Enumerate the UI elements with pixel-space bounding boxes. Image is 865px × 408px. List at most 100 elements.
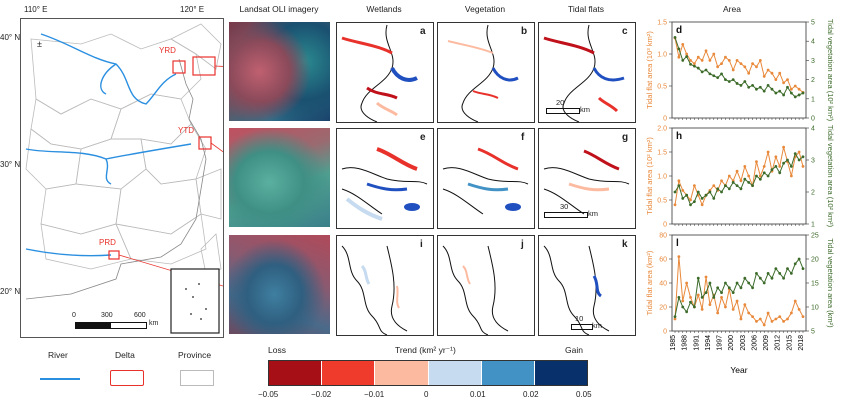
scalebar-k-value: 10 [575, 314, 584, 323]
ytick-right-label-d-4: 4 [811, 39, 815, 46]
imagery-yrd [229, 22, 330, 121]
xtick-label-l-0: 1985 [670, 335, 677, 351]
xtick-label-l-11: 2018 [798, 335, 805, 351]
ytick-right-label-d-0: 0 [811, 116, 815, 123]
point-l-1-0 [673, 315, 677, 318]
point-h-0-13 [724, 184, 727, 188]
point-h-0-4 [689, 198, 692, 202]
ytick-right-label-h-2: 3 [811, 158, 815, 165]
ylabel-right-h: Tidal vegetation area (10² km²) [826, 125, 835, 228]
header-tidal: Tidal flats [567, 4, 605, 14]
point-d-1-30 [789, 91, 793, 95]
point-l-1-24 [766, 272, 770, 275]
xtick-label-l-6: 2003 [740, 335, 747, 351]
point-h-1-15 [731, 181, 735, 184]
colorbar-swatch-1 [322, 361, 376, 385]
series-line-h-1 [674, 152, 804, 206]
point-l-0-24 [766, 311, 770, 315]
point-l-0-26 [774, 317, 778, 321]
xtick-label-l-2: 1991 [693, 335, 700, 351]
point-h-0-27 [778, 165, 782, 168]
colorbar-tick-4: 0.01 [470, 390, 486, 399]
point-h-0-5 [692, 184, 696, 188]
point-l-0-19 [747, 311, 751, 315]
imagery-ytd [229, 128, 330, 227]
point-h-1-7 [700, 197, 704, 200]
panel-j [437, 235, 535, 336]
panel-letter-a: a [420, 26, 426, 37]
ytick-right-label-l-3: 20 [811, 257, 819, 264]
point-d-1-23 [762, 89, 766, 93]
point-l-1-2 [681, 305, 685, 309]
ytick-right-label-l-4: 25 [811, 233, 819, 240]
point-l-0-20 [751, 315, 754, 318]
point-d-1-22 [758, 85, 762, 89]
point-h-1-25 [770, 168, 774, 172]
ytick-right-label-l-1: 10 [811, 305, 819, 312]
point-d-1-31 [793, 95, 797, 99]
point-h-1-10 [712, 197, 716, 200]
point-h-0-31 [793, 155, 797, 159]
ytick-left-label-l-0: 0 [663, 329, 667, 336]
point-l-1-21 [755, 272, 758, 275]
point-l-0-23 [762, 323, 766, 327]
point-h-1-11 [716, 187, 720, 191]
series-line-l-1 [674, 258, 804, 317]
point-h-1-21 [755, 174, 758, 178]
point-d-0-5 [692, 62, 696, 65]
panel-c [538, 22, 636, 123]
point-l-0-2 [681, 299, 685, 303]
series-line-l-0 [674, 256, 804, 327]
point-d-1-24 [766, 83, 770, 87]
point-d-0-26 [774, 78, 778, 81]
point-h-0-18 [743, 165, 747, 168]
colorbar-swatch-0 [269, 361, 323, 385]
ytick-left-label-d-0: 0 [663, 116, 667, 123]
point-l-1-5 [692, 305, 696, 309]
ytick-left-label-d-1: 0.5 [657, 84, 667, 91]
point-d-0-7 [700, 59, 704, 62]
ytick-left-label-d-3: 1.5 [657, 20, 667, 27]
map-svg [25, 23, 223, 334]
point-h-1-8 [704, 193, 708, 197]
point-l-1-27 [778, 272, 782, 275]
ylabel-left-d: Tidal flat area (10³ km²) [645, 31, 654, 109]
point-l-0-16 [735, 299, 739, 303]
point-h-1-31 [793, 152, 797, 156]
point-d-0-3 [685, 52, 689, 56]
colorbar-tick-5: 0.02 [523, 390, 539, 399]
point-d-1-2 [681, 59, 685, 62]
scalebar-c-value: 20 [556, 98, 565, 107]
ytick-right-label-l-0: 5 [811, 329, 815, 336]
point-l-0-4 [689, 296, 692, 299]
panel-letter-d: d [676, 25, 682, 36]
point-l-1-8 [704, 291, 708, 294]
point-h-0-19 [747, 174, 751, 178]
point-l-0-1 [677, 255, 681, 258]
ylabel-left-l: Tidal flat area (km²) [645, 250, 654, 315]
point-d-1-25 [770, 87, 774, 91]
scalebar-g [544, 212, 588, 218]
ylabel-right-l: Tidal vegetation area (km²) [826, 238, 835, 328]
point-h-0-21 [755, 160, 758, 164]
point-h-0-0 [673, 203, 677, 207]
point-l-0-28 [782, 320, 786, 323]
series-line-h-0 [674, 147, 804, 207]
xtick-label-l-9: 2012 [775, 335, 782, 351]
xtick-label-l-7: 2006 [751, 335, 758, 351]
point-l-1-4 [689, 300, 692, 304]
scalebar-c-unit: km [580, 105, 590, 114]
panel-letter-c: c [622, 26, 628, 37]
xtick-label-l-5: 2000 [728, 335, 735, 351]
point-d-1-15 [731, 78, 735, 81]
legend-province-box [180, 370, 214, 386]
ytick-left-label-h-1: 0.5 [657, 198, 667, 205]
chart-frame-l [671, 234, 807, 332]
point-l-1-30 [789, 272, 793, 275]
point-d-0-29 [786, 78, 789, 81]
colorbar-swatch-4 [481, 361, 535, 385]
point-l-1-17 [739, 286, 743, 290]
header-area: Area [723, 4, 741, 14]
point-d-1-0 [673, 35, 677, 39]
point-h-1-30 [789, 165, 793, 168]
